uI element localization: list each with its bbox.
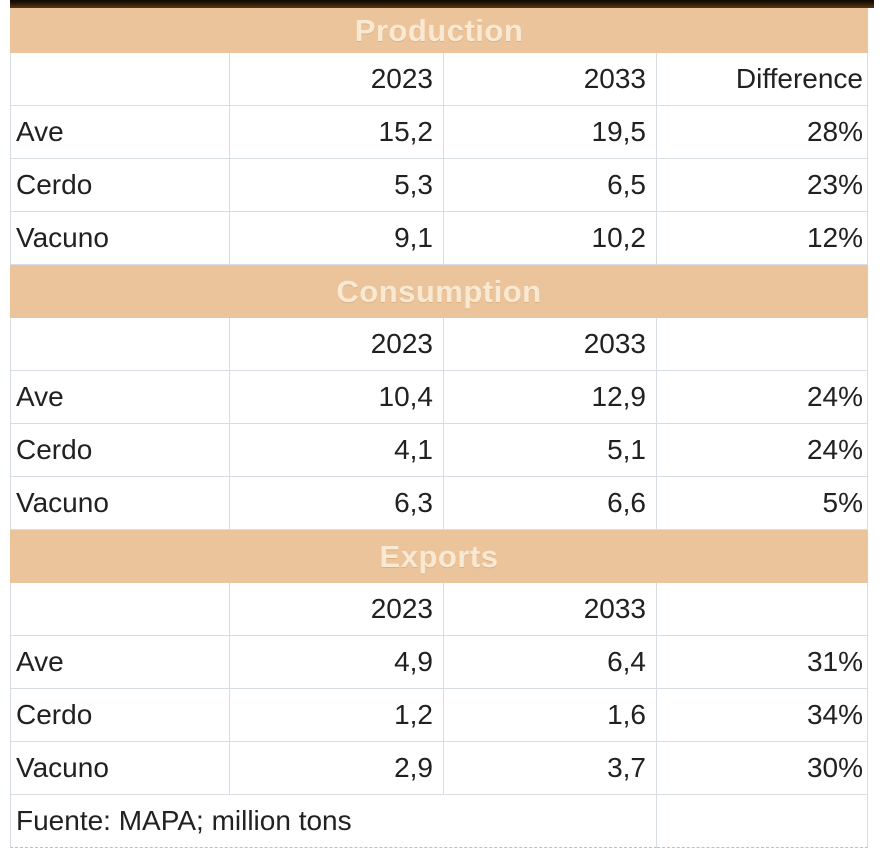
value-cell-difference[interactable]: 5% [657, 477, 868, 530]
row-label-cell[interactable]: Vacuno [10, 212, 230, 265]
corner-cell[interactable] [10, 53, 230, 106]
value-cell-2033[interactable]: 6,4 [444, 636, 657, 689]
column-header-2023[interactable]: 2023 [230, 53, 444, 106]
row-label-cell[interactable]: Cerdo [10, 159, 230, 212]
empty-cell[interactable] [657, 795, 868, 848]
value-cell-difference[interactable]: 24% [657, 371, 868, 424]
table-row: Vacuno 6,3 6,6 5% [10, 477, 868, 530]
row-label-cell[interactable]: Ave [10, 106, 230, 159]
value-cell-2033[interactable]: 19,5 [444, 106, 657, 159]
value-cell-2023[interactable]: 10,4 [230, 371, 444, 424]
row-label-cell[interactable]: Cerdo [10, 424, 230, 477]
value-cell-2023[interactable]: 1,2 [230, 689, 444, 742]
section-band-production[interactable]: Production [10, 8, 868, 53]
table-row: Ave 10,4 12,9 24% [10, 371, 868, 424]
table-row: Cerdo 1,2 1,6 34% [10, 689, 868, 742]
row-label-cell[interactable]: Vacuno [10, 477, 230, 530]
value-cell-difference[interactable]: 28% [657, 106, 868, 159]
column-header-2033[interactable]: 2033 [444, 583, 657, 636]
column-header-difference[interactable] [657, 318, 868, 371]
value-cell-2033[interactable]: 6,6 [444, 477, 657, 530]
column-header-row: 2023 2033 [10, 583, 868, 636]
value-cell-2033[interactable]: 3,7 [444, 742, 657, 795]
value-cell-2023[interactable]: 6,3 [230, 477, 444, 530]
value-cell-2033[interactable]: 10,2 [444, 212, 657, 265]
column-header-2033[interactable]: 2033 [444, 318, 657, 371]
table-row: Cerdo 5,3 6,5 23% [10, 159, 868, 212]
column-header-row: 2023 2033 [10, 318, 868, 371]
table-row: Ave 4,9 6,4 31% [10, 636, 868, 689]
row-label-cell[interactable]: Ave [10, 636, 230, 689]
table-top-border [10, 0, 874, 8]
section-band-exports[interactable]: Exports [10, 530, 868, 583]
column-header-row: 2023 2033 Difference [10, 53, 868, 106]
table-row: Vacuno 2,9 3,7 30% [10, 742, 868, 795]
column-header-2023[interactable]: 2023 [230, 583, 444, 636]
value-cell-difference[interactable]: 30% [657, 742, 868, 795]
table-row: Ave 15,2 19,5 28% [10, 106, 868, 159]
value-cell-difference[interactable]: 34% [657, 689, 868, 742]
value-cell-difference[interactable]: 23% [657, 159, 868, 212]
value-cell-2023[interactable]: 5,3 [230, 159, 444, 212]
source-note[interactable]: Fuente: MAPA; million tons [10, 795, 657, 848]
value-cell-2033[interactable]: 6,5 [444, 159, 657, 212]
value-cell-2023[interactable]: 4,9 [230, 636, 444, 689]
value-cell-2023[interactable]: 4,1 [230, 424, 444, 477]
value-cell-2033[interactable]: 5,1 [444, 424, 657, 477]
value-cell-2033[interactable]: 1,6 [444, 689, 657, 742]
section-band-consumption[interactable]: Consumption [10, 265, 868, 318]
table-row: Cerdo 4,1 5,1 24% [10, 424, 868, 477]
row-label-cell[interactable]: Ave [10, 371, 230, 424]
value-cell-2023[interactable]: 9,1 [230, 212, 444, 265]
table-row: Vacuno 9,1 10,2 12% [10, 212, 868, 265]
column-header-2023[interactable]: 2023 [230, 318, 444, 371]
data-table: Production 2023 2033 Difference Ave 15,2… [10, 8, 868, 848]
value-cell-difference[interactable]: 31% [657, 636, 868, 689]
value-cell-2023[interactable]: 2,9 [230, 742, 444, 795]
column-header-difference[interactable] [657, 583, 868, 636]
column-header-2033[interactable]: 2033 [444, 53, 657, 106]
corner-cell[interactable] [10, 318, 230, 371]
column-header-difference[interactable]: Difference [657, 53, 868, 106]
source-row: Fuente: MAPA; million tons [10, 795, 868, 848]
corner-cell[interactable] [10, 583, 230, 636]
value-cell-difference[interactable]: 12% [657, 212, 868, 265]
value-cell-difference[interactable]: 24% [657, 424, 868, 477]
value-cell-2023[interactable]: 15,2 [230, 106, 444, 159]
row-label-cell[interactable]: Vacuno [10, 742, 230, 795]
row-label-cell[interactable]: Cerdo [10, 689, 230, 742]
value-cell-2033[interactable]: 12,9 [444, 371, 657, 424]
